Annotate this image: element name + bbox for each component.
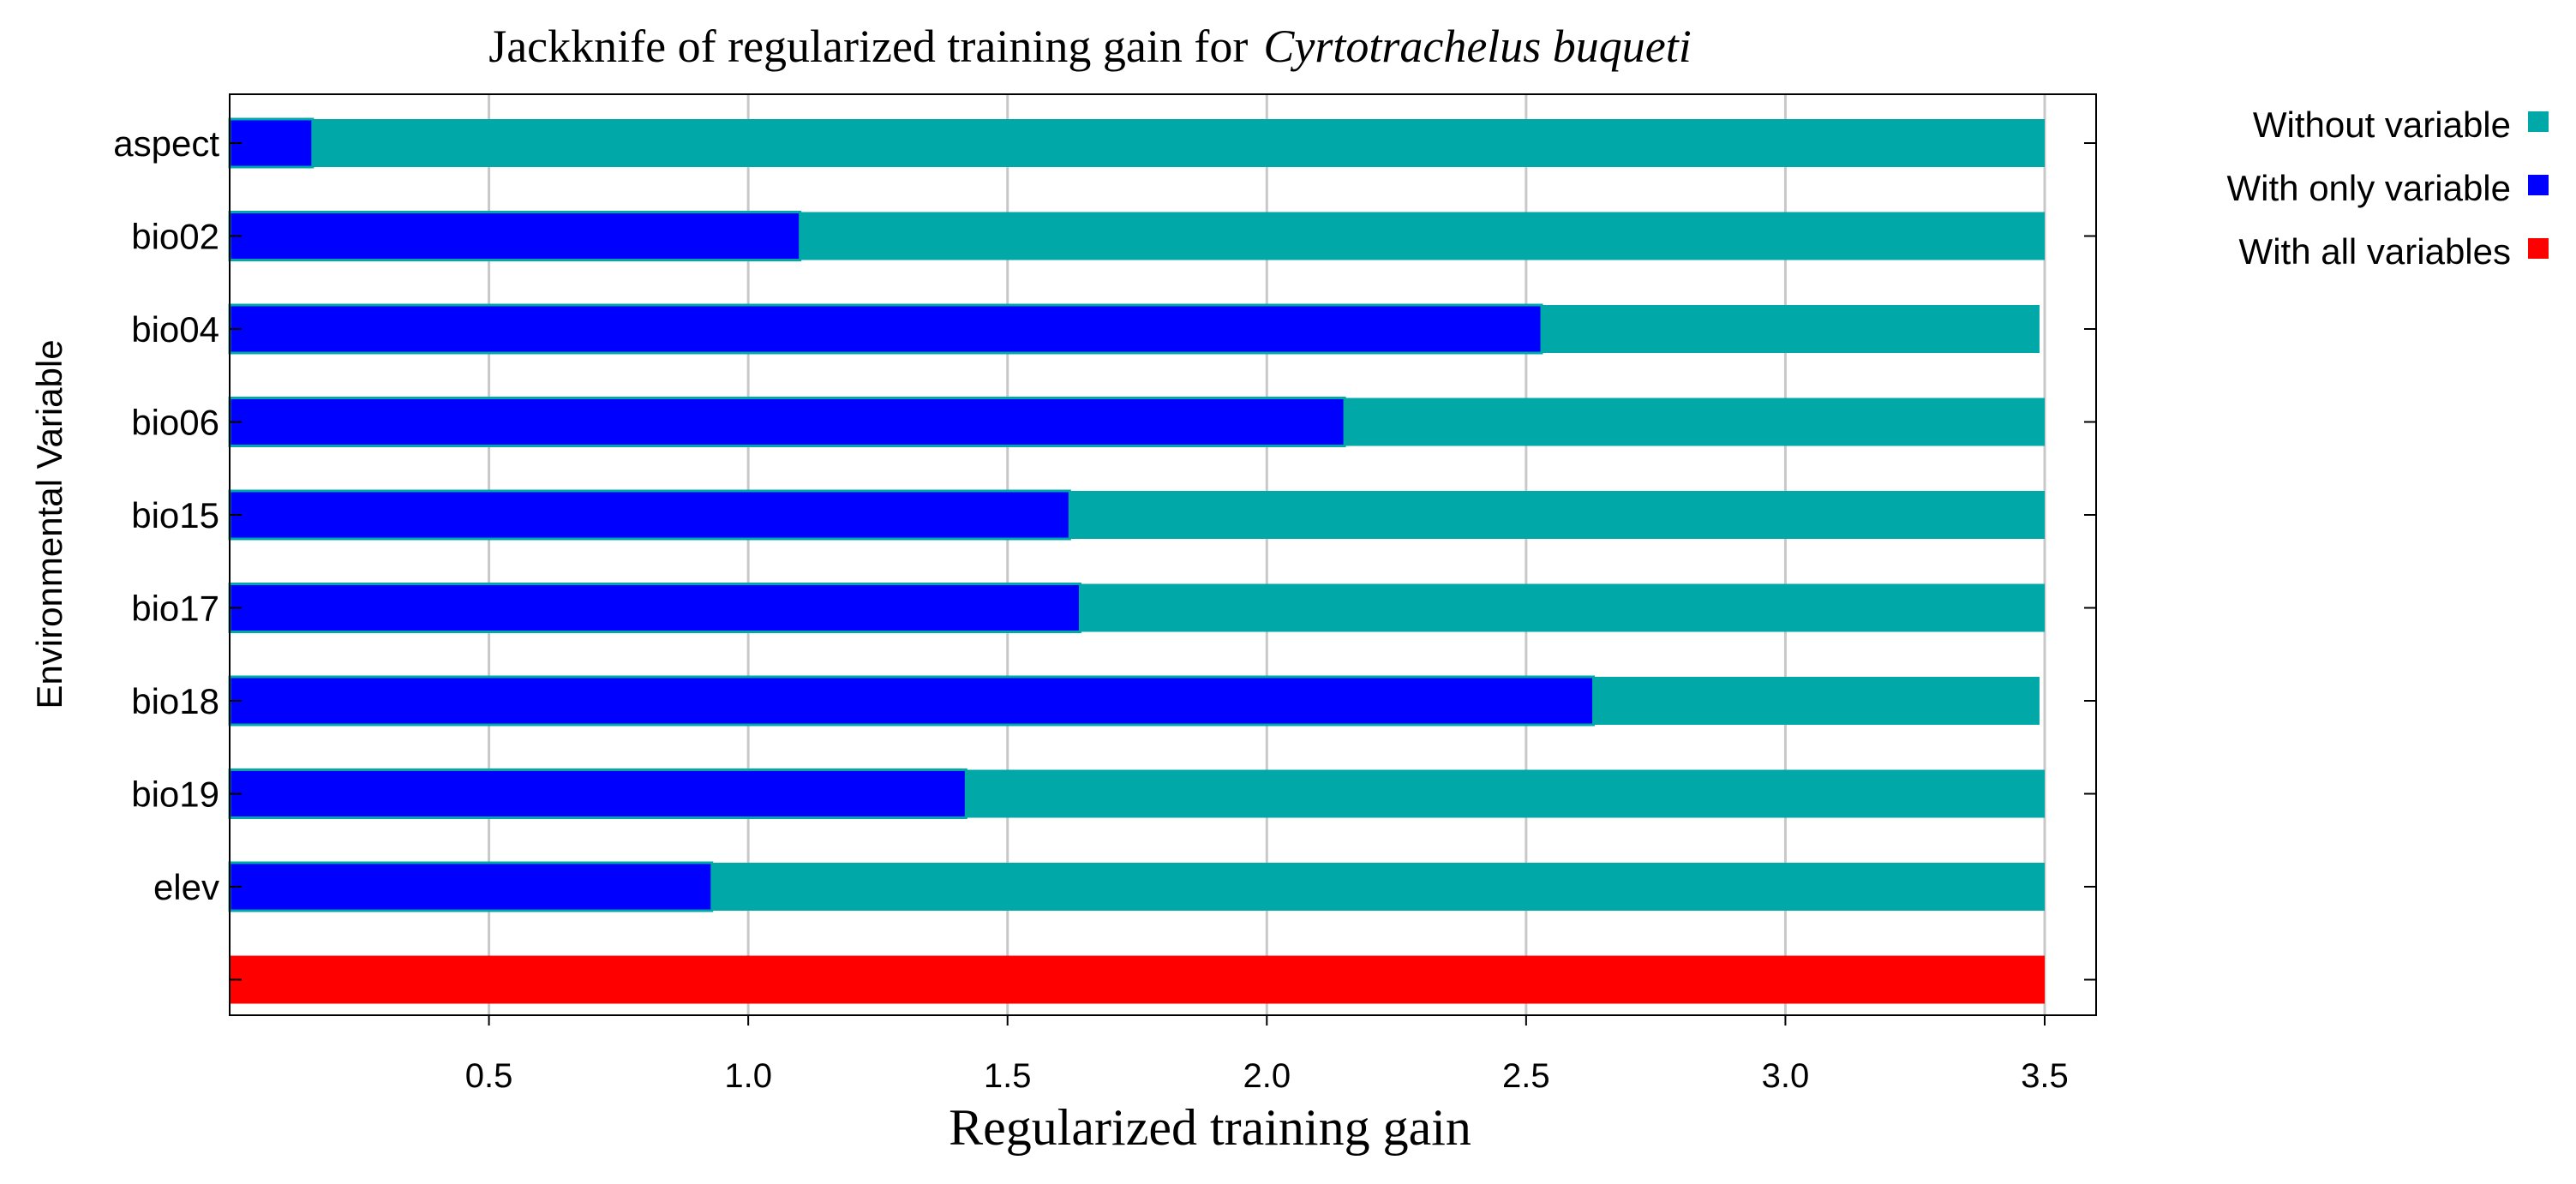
x-axis-title: Regularized training gain [949,1099,1471,1156]
bar-with-all-variables [230,955,2045,1004]
legend-swatch-1 [2528,175,2549,195]
bar-without-variable-aspect [230,119,2045,167]
x-axis-ticks: 0.5 1.0 1.5 2.0 2.5 3.0 3.5 [230,142,2096,1095]
bar-with-only-variable-aspect [228,117,315,169]
x-tick-label: 1.0 [724,1057,772,1095]
category-label-bio06: bio06 [131,403,219,443]
legend-swatch-0 [2528,111,2549,132]
category-label-elev: elev [153,867,219,907]
x-tick-label: 3.5 [2021,1057,2069,1095]
bar-with-only-variable-elev [228,861,714,912]
x-tick-label: 2.5 [1502,1057,1550,1095]
legend: Without variable With only variable With a… [2227,105,2549,272]
x-tick-label: 1.5 [984,1057,1032,1095]
x-tick-label: 0.5 [465,1057,513,1095]
bar-with-only-variable-bio18 [228,675,1596,727]
legend-label-2: With all variables [2239,231,2511,272]
x-tick-label: 3.0 [1762,1057,1810,1095]
bar-with-only-variable-bio06 [228,397,1346,447]
bar-with-only-variable-bio19 [228,768,967,819]
category-label-aspect: aspect [113,123,219,164]
legend-label-0: Without variable [2253,105,2511,145]
legend-swatch-2 [2528,238,2549,259]
plot-frame [229,93,2097,1016]
category-label-bio15: bio15 [131,495,219,535]
bar-with-only-variable-bio15 [228,489,1071,541]
chart-title-text: Jackknife of regularized training gain f… [488,21,1248,72]
bar-with-only-variable-bio17 [228,583,1081,633]
y-axis-title: Environmental Variable [29,339,69,709]
category-label-bio18: bio18 [131,681,219,721]
category-label-bio04: bio04 [131,309,219,350]
bar-group [228,117,2045,1004]
category-label-bio17: bio17 [131,589,219,629]
bar-with-only-variable-bio02 [228,211,802,261]
bar-with-only-variable-bio04 [228,303,1543,355]
category-label-bio02: bio02 [131,217,219,257]
legend-label-1: With only variable [2227,168,2511,208]
x-tick-label: 2.0 [1243,1057,1291,1095]
chart-title: Jackknife of regularized training gain f… [488,21,1692,72]
chart-title-species: Cyrtotrachelus buqueti [1263,21,1691,72]
y-axis-category-labels: aspect bio02 bio04 bio06 bio15 bio17 bio18 bio1… [113,123,219,907]
category-label-bio19: bio19 [131,774,219,815]
